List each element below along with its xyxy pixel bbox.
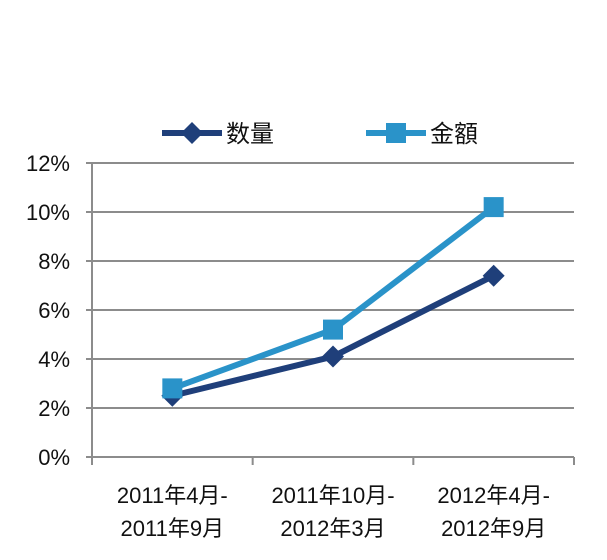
gridlines xyxy=(92,162,574,409)
series-group xyxy=(161,197,505,407)
legend: 数量 金額 xyxy=(162,121,478,148)
x-category-label: 2011年9月 xyxy=(121,516,225,541)
y-axis-ticks: 0% 2% 4% 6% 8% 10% 12% xyxy=(26,151,70,470)
y-tick-label: 10% xyxy=(26,200,70,225)
legend-item-quantity: 数量 xyxy=(162,121,274,148)
data-point-amount xyxy=(483,197,504,218)
y-tick-label: 8% xyxy=(38,249,70,274)
y-tick-label: 4% xyxy=(38,347,70,372)
x-category-label: 2012年9月 xyxy=(441,516,546,541)
legend-item-amount: 金額 xyxy=(366,121,478,148)
x-category-label: 2011年10月- xyxy=(271,483,394,508)
axes xyxy=(86,162,575,465)
y-tick-label: 12% xyxy=(26,151,70,176)
data-point-quantity xyxy=(322,345,344,368)
x-category-label: 2012年4月- xyxy=(437,483,550,508)
data-point-amount xyxy=(162,378,183,399)
legend-label-amount: 金額 xyxy=(430,121,478,148)
data-point-amount xyxy=(323,319,343,340)
legend-marker-quantity xyxy=(181,122,203,144)
y-tick-label: 6% xyxy=(38,298,70,323)
legend-label-quantity: 数量 xyxy=(226,121,274,148)
y-tick-label: 2% xyxy=(38,396,70,421)
x-category-label: 2012年3月 xyxy=(280,516,385,541)
y-tick-label: 0% xyxy=(38,445,70,470)
x-axis-categories: 2011年4月- 2011年9月 2011年10月- 2012年3月 2012年4月- 2… xyxy=(117,483,550,541)
x-category-label: 2011年4月- xyxy=(117,483,228,508)
data-point-quantity xyxy=(482,264,505,287)
legend-marker-amount xyxy=(386,123,406,143)
